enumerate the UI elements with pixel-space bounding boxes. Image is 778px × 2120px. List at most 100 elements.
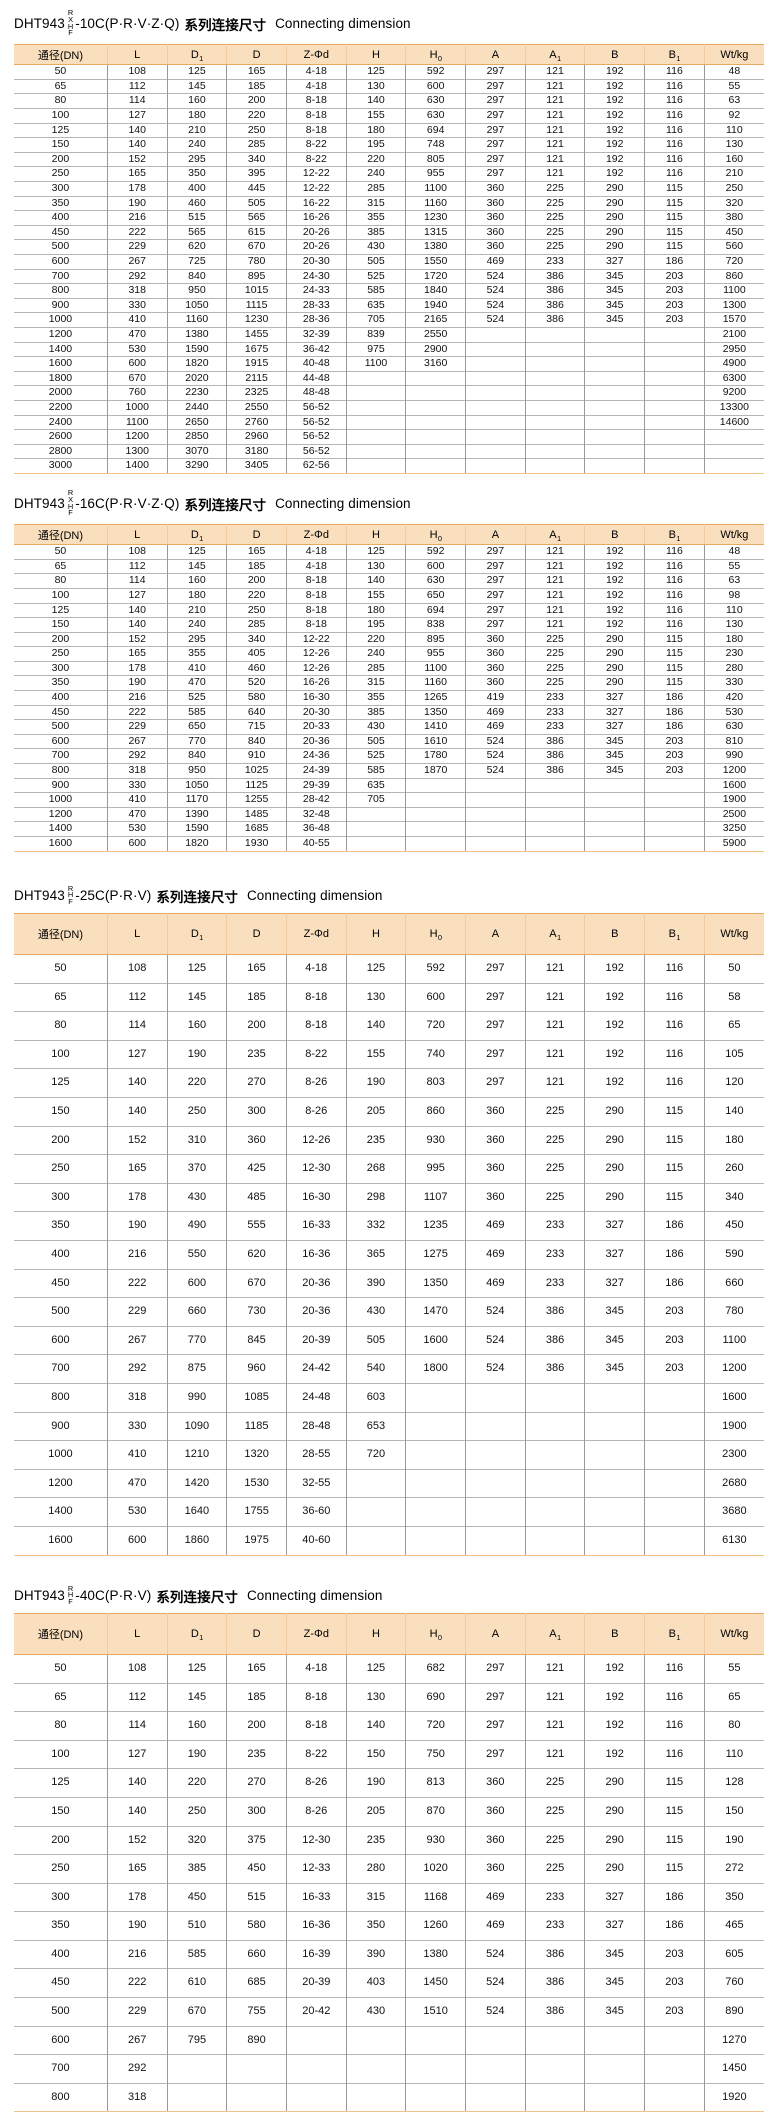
cell-dn: 1800 bbox=[14, 370, 108, 386]
table-cell bbox=[345, 414, 407, 430]
table-row: 200 152 320 375 12-30 235 930 360 225 290 115 190 bbox=[14, 1825, 764, 1855]
table-cell bbox=[465, 1382, 526, 1413]
table-cell: 3405 bbox=[226, 458, 287, 474]
model-suffix-letter: H bbox=[67, 21, 74, 31]
table-cell: 615 bbox=[226, 224, 287, 240]
table-cell bbox=[345, 836, 407, 852]
table-cell: 13300 bbox=[703, 399, 764, 415]
table-row: 150 140 240 285 8-22 195 748 297 121 192 116 130 bbox=[14, 137, 764, 153]
model-suffix-letter: H bbox=[67, 501, 74, 511]
table-cell: 1820 bbox=[166, 836, 228, 852]
table-cell bbox=[524, 414, 586, 430]
table-cell bbox=[465, 443, 526, 459]
table-cell bbox=[345, 1525, 407, 1556]
table-cell: 16-36 bbox=[285, 1911, 347, 1941]
table-cell: 1420 bbox=[166, 1468, 228, 1498]
table-cell: 2950 bbox=[703, 341, 764, 357]
table-cell: 345 bbox=[584, 1297, 646, 1327]
table-cell: 16-26 bbox=[285, 210, 347, 226]
table-cell bbox=[345, 443, 407, 459]
table-cell: 1020 bbox=[405, 1854, 467, 1884]
table-cell: 955 bbox=[405, 166, 467, 182]
table-row: 300 178 430 485 16-30 298 1107 360 225 290 115 340 bbox=[14, 1182, 764, 1212]
table-cell: 315 bbox=[345, 195, 407, 211]
table-cell bbox=[584, 1497, 646, 1527]
table-cell: 635 bbox=[345, 777, 407, 793]
table-cell: 600 bbox=[405, 558, 467, 574]
table-cell: 20-30 bbox=[285, 704, 347, 720]
column-header: L bbox=[106, 44, 168, 66]
table-cell: 682 bbox=[405, 1654, 467, 1684]
table-cell bbox=[345, 399, 407, 415]
table-cell: 225 bbox=[524, 1796, 586, 1826]
table-row: 2800 1300 3070 3180 56-52 bbox=[14, 443, 764, 459]
table-cell bbox=[524, 443, 586, 459]
table-cell bbox=[584, 2054, 646, 2084]
table-cell: 165 bbox=[226, 1654, 287, 1684]
table-cell: 1590 bbox=[166, 821, 228, 837]
table-cell: 195 bbox=[345, 137, 407, 153]
dimension-section: DHT943 R X H F -16C(P·R·V·Z·Q) 系列连接尺寸 Connectin… bbox=[14, 489, 764, 852]
table-cell: 327 bbox=[584, 719, 646, 735]
table-cell: 1275 bbox=[405, 1239, 467, 1270]
table-cell: 524 bbox=[465, 748, 526, 764]
sections-container: DHT943 R X H F -10C(P·R·V·Z·Q) 系列连接尺寸 Connectin… bbox=[14, 9, 764, 2113]
table-cell: 116 bbox=[644, 617, 705, 633]
table-row: 1200 470 1390 1485 32-48 2500 bbox=[14, 806, 764, 822]
table-cell bbox=[465, 2082, 526, 2113]
table-cell: 36-42 bbox=[285, 341, 347, 357]
cell-dn: 400 bbox=[14, 1239, 108, 1270]
model-suffix-letter: X bbox=[68, 14, 74, 24]
table-cell: 165 bbox=[226, 64, 287, 80]
table-cell: 297 bbox=[465, 573, 526, 589]
table-cell bbox=[644, 821, 705, 837]
table-row: 80 114 160 200 8-18 140 630 297 121 192 116 63 bbox=[14, 93, 764, 109]
table-cell: 20-39 bbox=[285, 1325, 347, 1355]
table-cell: 524 bbox=[465, 733, 526, 749]
table-cell: 297 bbox=[465, 602, 526, 618]
table-cell: 6130 bbox=[703, 1525, 764, 1556]
table-cell: 620 bbox=[226, 1239, 287, 1270]
table-cell: 390 bbox=[345, 1939, 407, 1969]
table-cell: 20-36 bbox=[285, 733, 347, 749]
table-cell: 2300 bbox=[703, 1440, 764, 1470]
table-cell: 1400 bbox=[106, 458, 168, 474]
table-cell bbox=[405, 836, 467, 852]
table-cell bbox=[584, 2082, 646, 2113]
table-cell: 115 bbox=[644, 224, 705, 240]
column-header: H0 bbox=[405, 44, 467, 66]
table-cell: 450 bbox=[226, 1854, 287, 1884]
table-cell: 80 bbox=[703, 1711, 764, 1741]
table-cell: 115 bbox=[644, 1768, 705, 1798]
table-cell: 55 bbox=[703, 558, 764, 574]
table-cell: 16-30 bbox=[285, 1182, 347, 1212]
table-cell: 192 bbox=[584, 602, 646, 618]
table-cell: 8-22 bbox=[285, 151, 347, 167]
table-cell bbox=[644, 1468, 705, 1498]
table-cell: 140 bbox=[106, 137, 168, 153]
table-cell: 290 bbox=[584, 631, 646, 647]
table-row: 800 318 950 1015 24-33 585 1840 524 386 345 203 110… bbox=[14, 283, 764, 299]
table-cell: 205 bbox=[345, 1796, 407, 1826]
table-cell: 180 bbox=[166, 108, 228, 124]
table-cell: 222 bbox=[106, 1268, 168, 1298]
table-cell: 725 bbox=[166, 253, 228, 270]
table-cell bbox=[644, 429, 705, 445]
cell-dn: 400 bbox=[14, 210, 108, 226]
table-cell: 233 bbox=[524, 1268, 586, 1298]
table-cell: 260 bbox=[703, 1154, 764, 1184]
table-cell: 250 bbox=[226, 602, 287, 618]
table-cell: 524 bbox=[465, 1354, 526, 1384]
table-cell: 63 bbox=[703, 93, 764, 109]
table-cell: 121 bbox=[524, 64, 586, 80]
table-cell: 185 bbox=[226, 1682, 287, 1712]
table-cell bbox=[584, 1468, 646, 1498]
table-row: 100 127 190 235 8-22 155 740 297 121 192 116 105 bbox=[14, 1039, 764, 1069]
table-cell: 705 bbox=[345, 792, 407, 808]
table-cell: 180 bbox=[703, 1125, 764, 1155]
table-cell: 420 bbox=[703, 690, 764, 706]
column-header: 通径(DN) bbox=[14, 524, 108, 546]
table-cell: 1685 bbox=[226, 821, 287, 837]
table-cell: 770 bbox=[166, 733, 228, 749]
